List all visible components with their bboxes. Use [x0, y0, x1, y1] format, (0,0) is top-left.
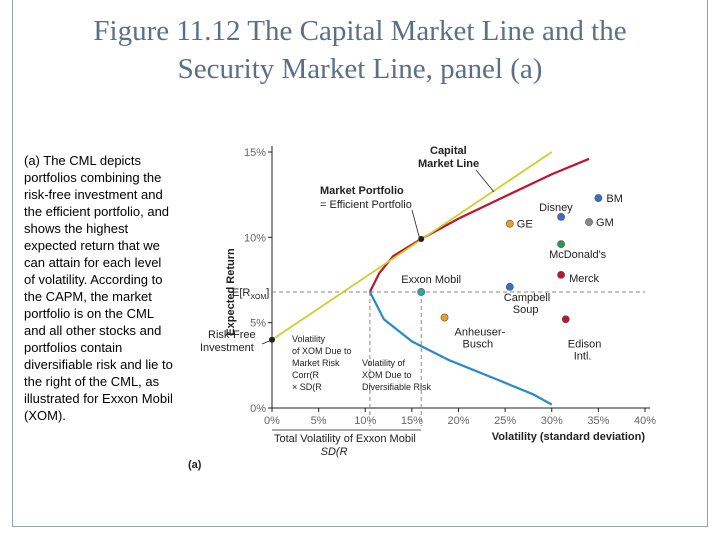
frame-left-border [12, 0, 13, 526]
stock-label-edison-2: Intl. [574, 350, 592, 362]
x-tick-label: 15% [401, 415, 423, 427]
y-tick-label: 0% [250, 403, 266, 415]
stock-point [585, 218, 593, 226]
y-tick-label: 15% [244, 147, 266, 159]
frame-bottom-border [12, 526, 708, 527]
stock-point [594, 194, 603, 202]
x-tick-label: 35% [587, 415, 609, 427]
market-portfolio-label-1: Market Portfolio [320, 185, 404, 197]
market-portfolio-point [418, 236, 425, 243]
market-risk-annotation-line: Market Risk [292, 358, 340, 368]
stock-label-exxon: Exxon Mobil [401, 274, 461, 286]
diversifiable-risk-annotation-line: Diversifiable Risk [362, 382, 432, 392]
y-tick-label: 10% [244, 232, 266, 244]
risk-free-label-2: Investment [200, 342, 254, 354]
xom-expected-return-label: E[RXOM] [232, 287, 269, 301]
stock-label-ge: GE [517, 219, 533, 231]
x-tick-label: 10% [354, 415, 376, 427]
stock-label-disney: Disney [539, 202, 573, 214]
stock-label-bm: BM [606, 193, 623, 205]
risk-free-leader [261, 340, 271, 345]
stock-label-campbell-1: Campbell [504, 292, 550, 304]
slide-title: Figure 11.12 The Capital Market Line and… [20, 12, 700, 88]
title-line-2: Security Market Line, panel (a) [177, 53, 543, 85]
axes-group: 0% 5% 10% 15% 20% 25% 30% 35% 40% 0% 5% 10% 15% Volat… [188, 146, 656, 471]
y-tick-label: 5% [250, 318, 266, 330]
market-portfolio-leader [411, 209, 420, 238]
risk-free-point [269, 336, 275, 343]
cml-chart: 0% 5% 10% 15% 20% 25% 30% 35% 40% 0% 5% 10% 15% Volat… [188, 145, 656, 471]
frame-right-border [707, 0, 708, 526]
stock-label-gm: GM [596, 217, 614, 229]
stock-point [557, 212, 565, 221]
x-tick-label: 30% [541, 415, 563, 427]
diversifiable-risk-annotation-line: XOM Due to [362, 370, 412, 380]
stock-label-edison-1: Edison [568, 338, 602, 350]
cml-label-2: Market Line [418, 158, 479, 170]
stock-point [505, 219, 514, 228]
x-tick-label: 20% [447, 415, 469, 427]
stock-point [440, 313, 449, 322]
labels-group: BM GE Disney GM McDonald's Merck Exxon Mobil Ca… [200, 145, 623, 458]
x-tick-label: 0% [264, 415, 280, 427]
market-risk-annotation-line: Volatility [292, 334, 326, 344]
cml-label-1: Capital [430, 145, 467, 157]
stock-label-anheuser-2: Busch [463, 339, 494, 351]
market-portfolio-label-2: = Efficient Portfolio [320, 199, 412, 211]
y-axis-title: Expected Return [225, 248, 237, 336]
frontier-lower-line [368, 291, 553, 406]
stock-label-merck: Merck [569, 273, 599, 285]
stock-point [417, 288, 426, 296]
panel-label: (a) [188, 459, 202, 471]
frontier-upper-line [368, 157, 590, 293]
stock-point [561, 315, 570, 324]
cml-line [271, 151, 553, 341]
x-tick-label: 25% [494, 415, 516, 427]
cml-leader [475, 169, 495, 193]
xom-expected-return-close: ] [266, 287, 269, 299]
x-tick-label: 5% [311, 415, 327, 427]
market-risk-annotation-line: of XOM Due to [292, 346, 352, 356]
stock-label-mcdonalds: McDonald's [549, 249, 607, 261]
stock-point [505, 282, 514, 291]
risk-free-label-1: Risk-Free [208, 329, 256, 341]
stock-label-campbell-2: Soup [513, 304, 539, 316]
stock-point [557, 270, 565, 279]
stock-label-anheuser-1: Anheuser- [455, 327, 506, 339]
diversifiable-risk-annotation-line: Volatility of [362, 358, 406, 368]
xom-expected-return-subscript: XOM [250, 294, 266, 301]
title-line-1: Figure 11.12 The Capital Market Line and… [93, 15, 627, 47]
x-tick-label: 40% [634, 415, 656, 427]
stock-point [557, 240, 565, 249]
caption-text: (a) The CML depicts portfolios combining… [24, 153, 173, 423]
total-vol-label-2: SD(R [321, 446, 348, 458]
market-risk-annotation-line: Corr(R [292, 370, 319, 380]
points-group [269, 194, 603, 343]
curves-group [271, 151, 645, 426]
market-risk-annotation-line: × SD(R [292, 382, 322, 392]
total-vol-label-1: Total Volatility of Exxon Mobil [274, 433, 416, 445]
x-axis-title: Volatility (standard deviation) [492, 431, 646, 443]
